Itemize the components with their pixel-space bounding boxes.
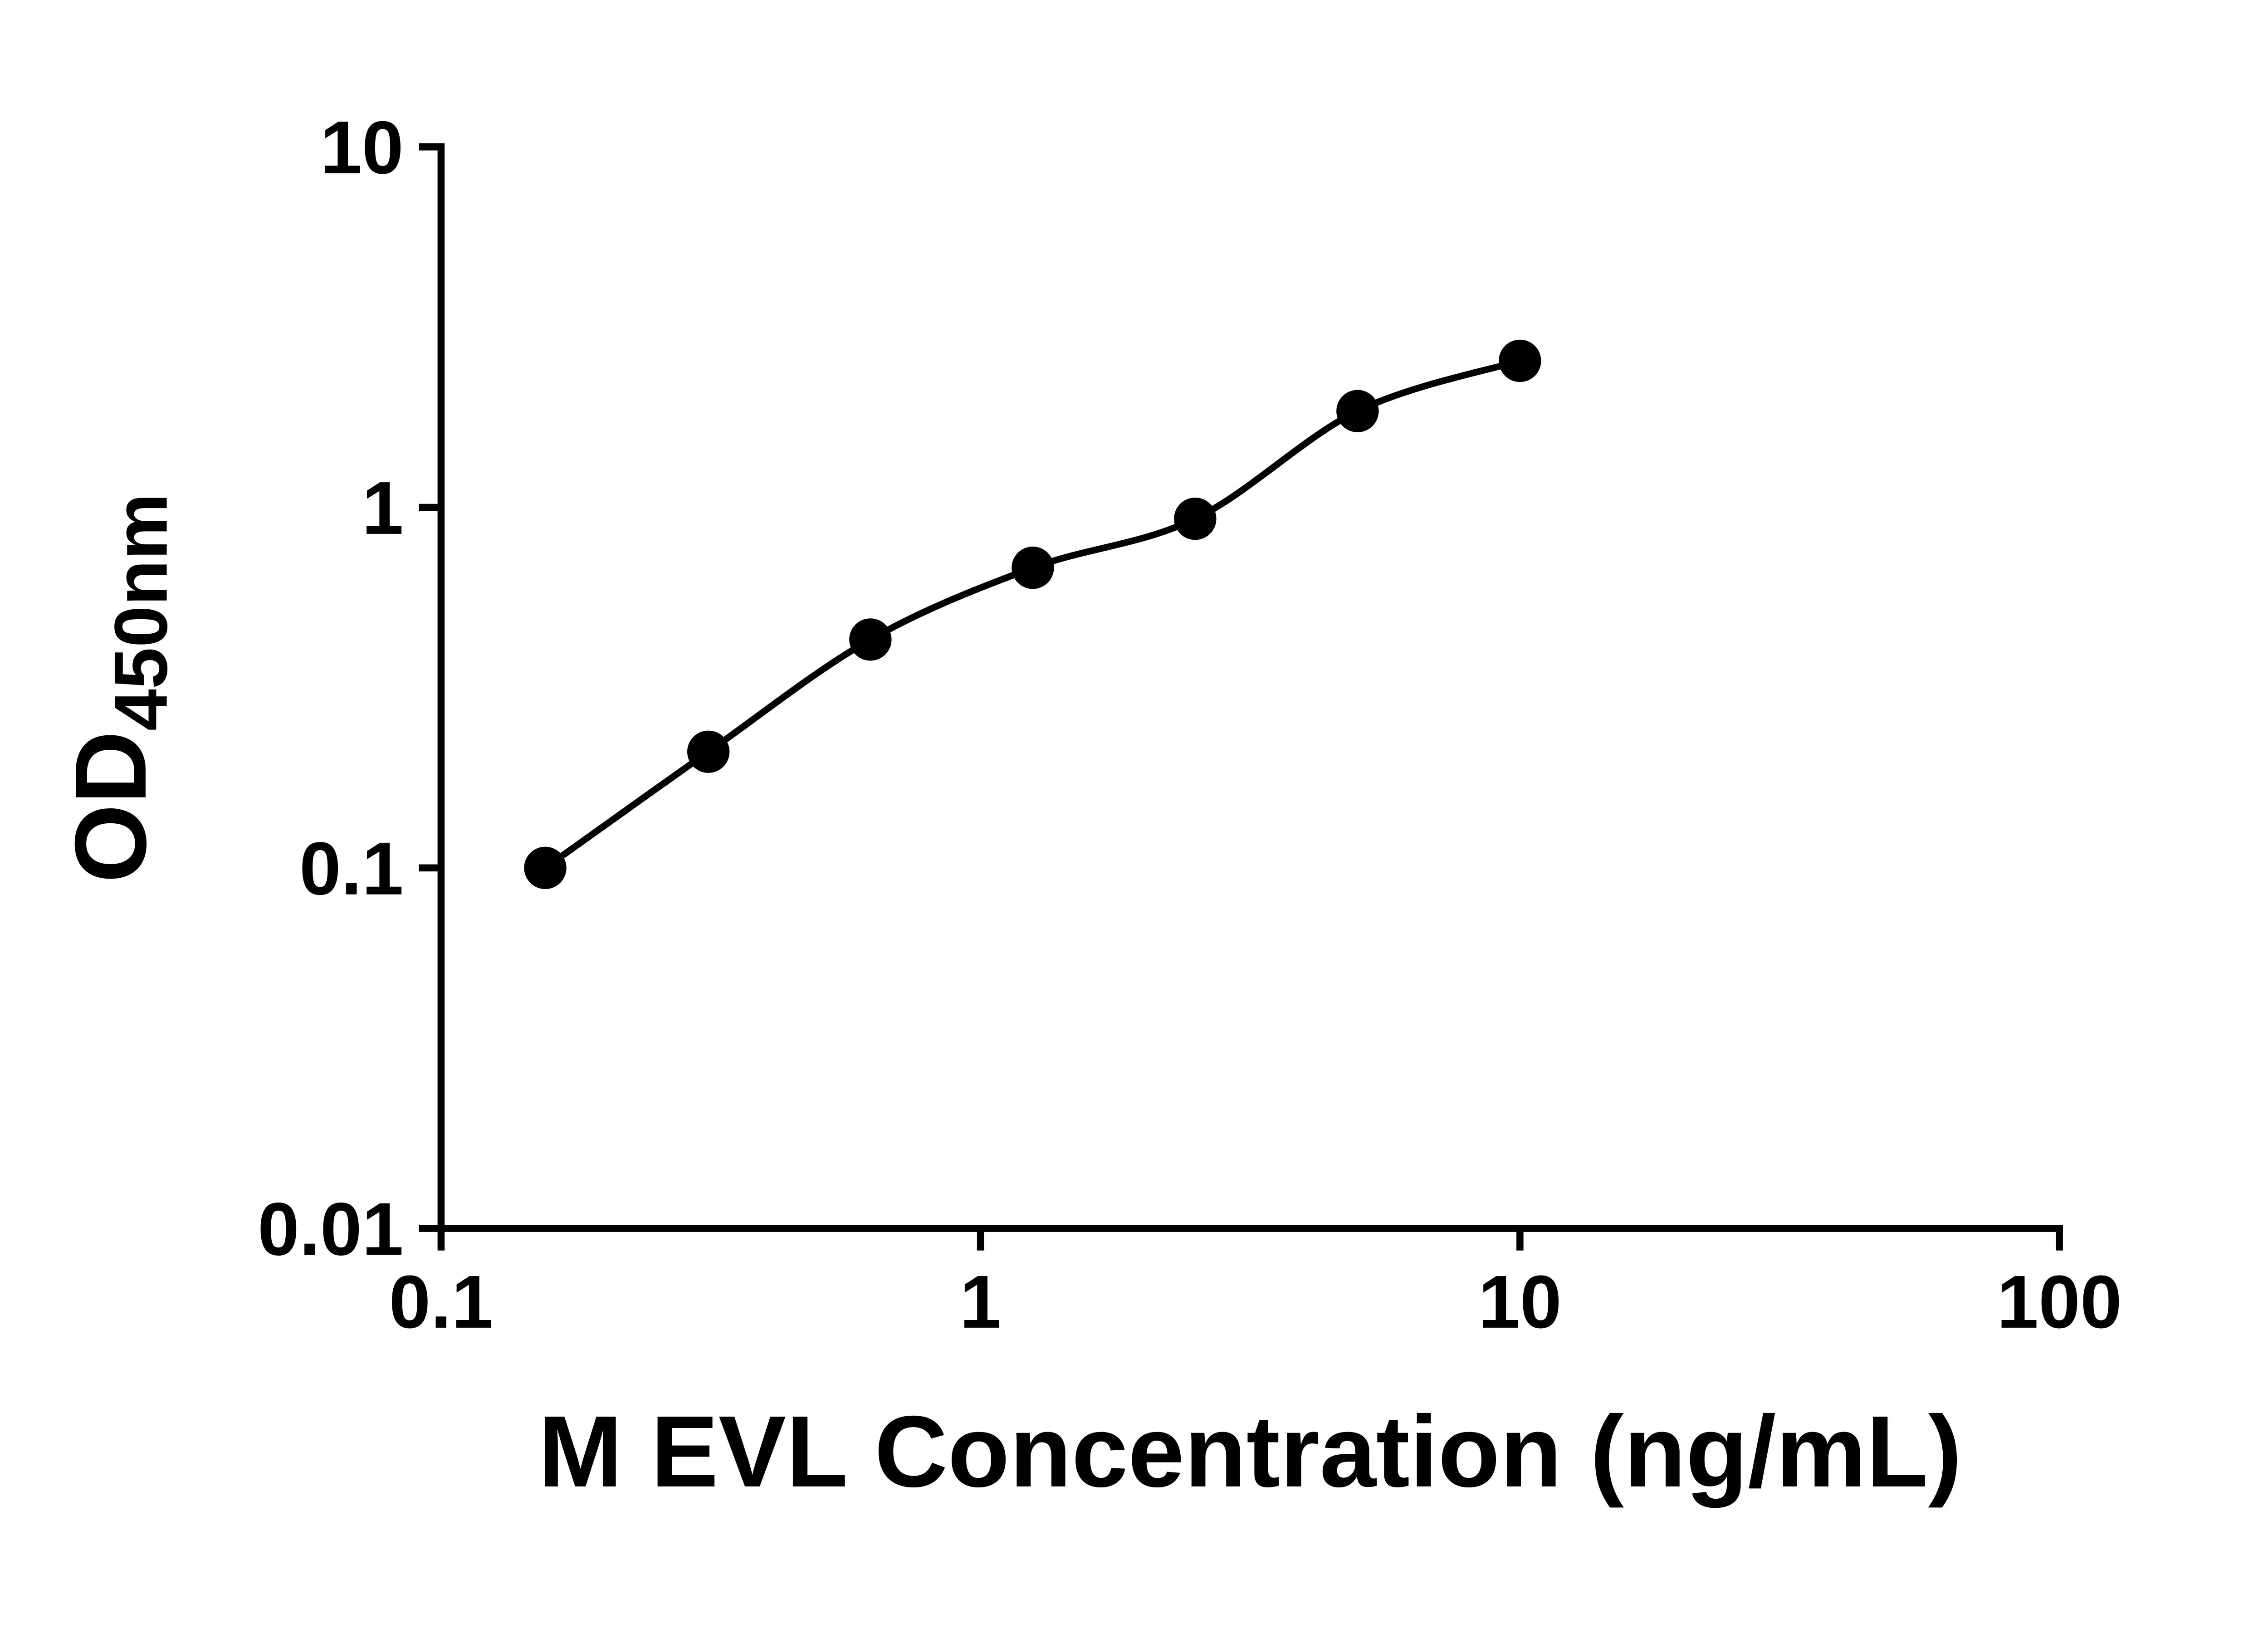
x-tick-label: 10 — [1478, 1260, 1562, 1344]
data-point — [687, 730, 730, 773]
elisa-standard-curve-figure: 0.1 1 10 100 0.01 0.1 1 10 M EVL Concentration … — [54, 106, 2122, 1508]
data-point — [1174, 497, 1217, 540]
data-point — [524, 846, 567, 889]
x-tick-label: 100 — [1997, 1260, 2122, 1344]
y-tick-label: 0.01 — [258, 1187, 404, 1271]
y-tick-label: 1 — [362, 466, 404, 550]
data-point — [849, 618, 892, 661]
y-tick-label: 0.1 — [299, 827, 404, 911]
y-axis-title: OD450nm — [54, 493, 183, 883]
x-tick-label: 1 — [960, 1260, 1002, 1344]
data-point — [1336, 390, 1379, 432]
data-point — [1012, 547, 1054, 589]
fit-curve — [543, 357, 1521, 871]
x-axis-title: M EVL Concentration (ng/mL) — [538, 1395, 1962, 1508]
y-tick-label: 10 — [320, 106, 404, 190]
y-axis-title-main: OD — [54, 731, 167, 883]
data-point — [1499, 339, 1541, 382]
x-tick-label: 0.1 — [389, 1260, 493, 1344]
y-axis-title-subscript: 450nm — [99, 493, 183, 731]
